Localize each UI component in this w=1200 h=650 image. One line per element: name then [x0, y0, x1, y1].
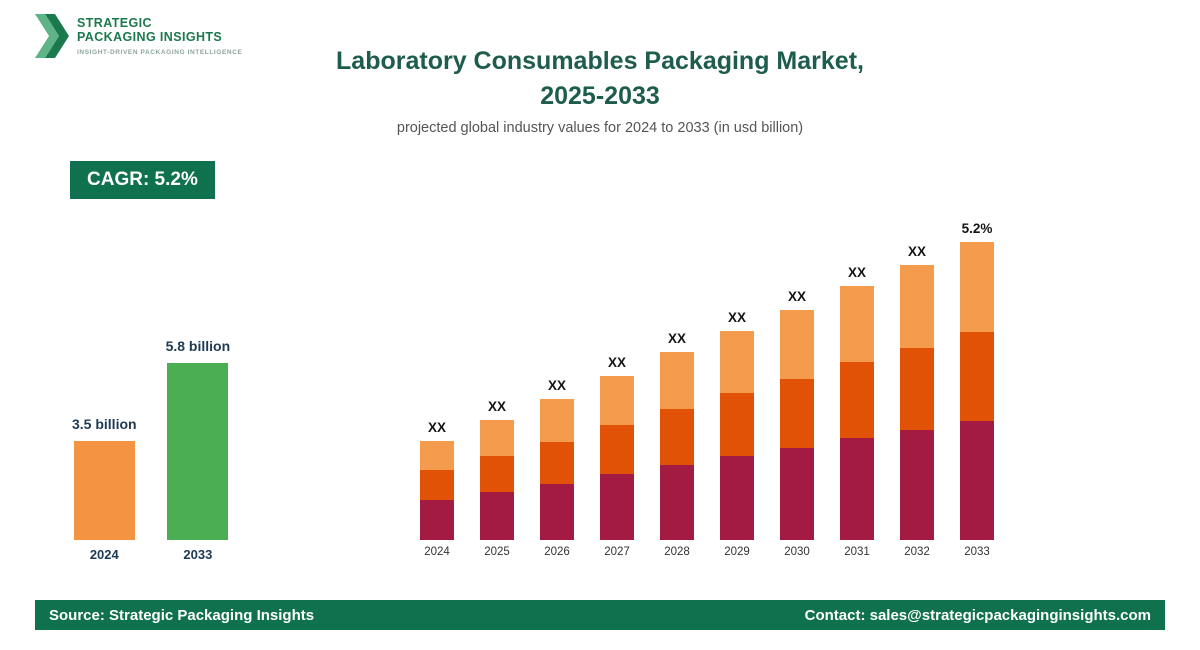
bar-segment-bottom — [660, 465, 694, 540]
bar-segment-middle — [480, 456, 514, 492]
stacked-bar — [720, 331, 754, 540]
bar-year-label: 2029 — [724, 546, 750, 558]
summary-bar-value-label: 3.5 billion — [72, 416, 137, 432]
bar-segment-top — [540, 399, 574, 442]
stacked-bar — [600, 376, 634, 540]
logo-title-line2: PACKAGING INSIGHTS — [77, 30, 223, 45]
bar-year-label: 2026 — [544, 546, 570, 558]
bar-segment-middle — [720, 393, 754, 456]
stacked-bar — [540, 399, 574, 540]
logo-title-line1: STRATEGIC — [77, 16, 152, 30]
bar-segment-bottom — [900, 430, 934, 540]
stacked-bar-group: XX 2032 — [900, 244, 934, 560]
logo-chevron-icon — [35, 14, 69, 58]
bar-year-label: 2030 — [784, 546, 810, 558]
page-subtitle: projected global industry values for 202… — [396, 120, 804, 136]
bar-year-label: 2025 — [484, 546, 510, 558]
stacked-bar — [840, 286, 874, 540]
stacked-bar-chart: XX 2024 XX 2025 XX 2026 XX 2027 XX 2028 XX 2029 XX 20… — [420, 221, 994, 560]
bar-segment-bottom — [780, 448, 814, 540]
bar-segment-top — [780, 310, 814, 379]
bar-segment-top — [720, 331, 754, 393]
bar-segment-middle — [420, 470, 454, 500]
bar-year-label: 2032 — [904, 546, 930, 558]
bar-top-label: XX — [667, 331, 686, 346]
bar-segment-top — [900, 265, 934, 348]
bar-top-label: XX — [427, 420, 446, 435]
bar-segment-bottom — [540, 484, 574, 540]
page-title: Laboratory Consumables Packaging Market,… — [0, 44, 1200, 113]
title-block: Laboratory Consumables Packaging Market,… — [0, 44, 1200, 136]
bar-year-label: 2028 — [664, 546, 690, 558]
bar-segment-middle — [540, 442, 574, 484]
bar-year-label: 2031 — [844, 546, 870, 558]
bar-segment-top — [840, 286, 874, 362]
bar-top-label: XX — [547, 378, 566, 393]
summary-bar-value-label: 5.8 billion — [165, 338, 231, 354]
stacked-bar — [960, 242, 994, 540]
bar-top-label: XX — [907, 244, 926, 259]
bar-segment-bottom — [600, 474, 634, 540]
bar-segment-middle — [960, 332, 994, 421]
bar-segment-top — [960, 242, 994, 332]
footer-contact: Contact: sales@strategicpackaginginsight… — [804, 606, 1151, 624]
bar-top-label: XX — [727, 310, 746, 325]
logo-text: STRATEGIC PACKAGING INSIGHTS INSIGHT-DRI… — [77, 12, 242, 56]
stacked-bar-group: XX 2027 — [600, 355, 634, 560]
stacked-bar-group: XX 2025 — [480, 399, 514, 560]
stacked-bar-group: XX 2026 — [540, 378, 574, 560]
stacked-bar-group: XX 2028 — [660, 331, 694, 560]
bar-top-label: XX — [847, 265, 866, 280]
bar-segment-bottom — [720, 456, 754, 540]
bar-segment-top — [480, 420, 514, 456]
logo: STRATEGIC PACKAGING INSIGHTS INSIGHT-DRI… — [35, 12, 242, 60]
bar-segment-middle — [660, 409, 694, 465]
stacked-bar-group: XX 2031 — [840, 265, 874, 560]
bar-segment-middle — [900, 348, 934, 430]
stacked-bar-group: XX 2030 — [780, 289, 814, 560]
stacked-bar-group: 5.2% 2033 — [960, 221, 994, 560]
summary-bar — [167, 363, 229, 540]
bar-segment-bottom — [840, 438, 874, 540]
bar-top-label: XX — [607, 355, 626, 370]
bar-top-label: 5.2% — [961, 221, 993, 236]
bar-segment-bottom — [480, 492, 514, 540]
bar-segment-middle — [840, 362, 874, 438]
bar-year-label: 2033 — [964, 546, 990, 558]
summary-bar-year-label: 2033 — [183, 547, 213, 562]
bar-top-label: XX — [787, 289, 806, 304]
stacked-bar — [660, 352, 694, 540]
page-title-line2: 2025-2033 — [540, 81, 660, 110]
bar-segment-bottom — [420, 500, 454, 540]
logo-tagline: INSIGHT-DRIVEN PACKAGING INTELLIGENCE — [77, 48, 243, 56]
bar-year-label: 2024 — [424, 546, 450, 558]
footer-bar: Source: Strategic Packaging Insights Con… — [35, 600, 1165, 630]
bar-segment-top — [660, 352, 694, 409]
bar-segment-top — [420, 441, 454, 470]
cagr-badge: CAGR: 5.2% — [70, 161, 215, 199]
bar-segment-middle — [600, 425, 634, 474]
bar-segment-middle — [780, 379, 814, 448]
footer-source: Source: Strategic Packaging Insights — [49, 606, 315, 624]
summary-bar-group: 5.8 billion 2033 — [166, 338, 231, 563]
bar-year-label: 2027 — [604, 546, 630, 558]
summary-bar — [73, 441, 135, 540]
stacked-bar — [900, 265, 934, 540]
summary-bar-chart: 3.5 billion 2024 5.8 billion 2033 — [72, 338, 230, 563]
stacked-bar — [780, 310, 814, 540]
stacked-bar-group: XX 2029 — [720, 310, 754, 560]
page-title-line1: Laboratory Consumables Packaging Market, — [336, 47, 864, 75]
bar-top-label: XX — [487, 399, 506, 414]
summary-bar-year-label: 2024 — [89, 547, 119, 562]
stacked-bar — [420, 441, 454, 540]
summary-bar-group: 3.5 billion 2024 — [72, 416, 137, 563]
bar-segment-bottom — [960, 421, 994, 540]
stacked-bar-group: XX 2024 — [420, 420, 454, 560]
stacked-bar — [480, 420, 514, 540]
bar-segment-top — [600, 376, 634, 425]
